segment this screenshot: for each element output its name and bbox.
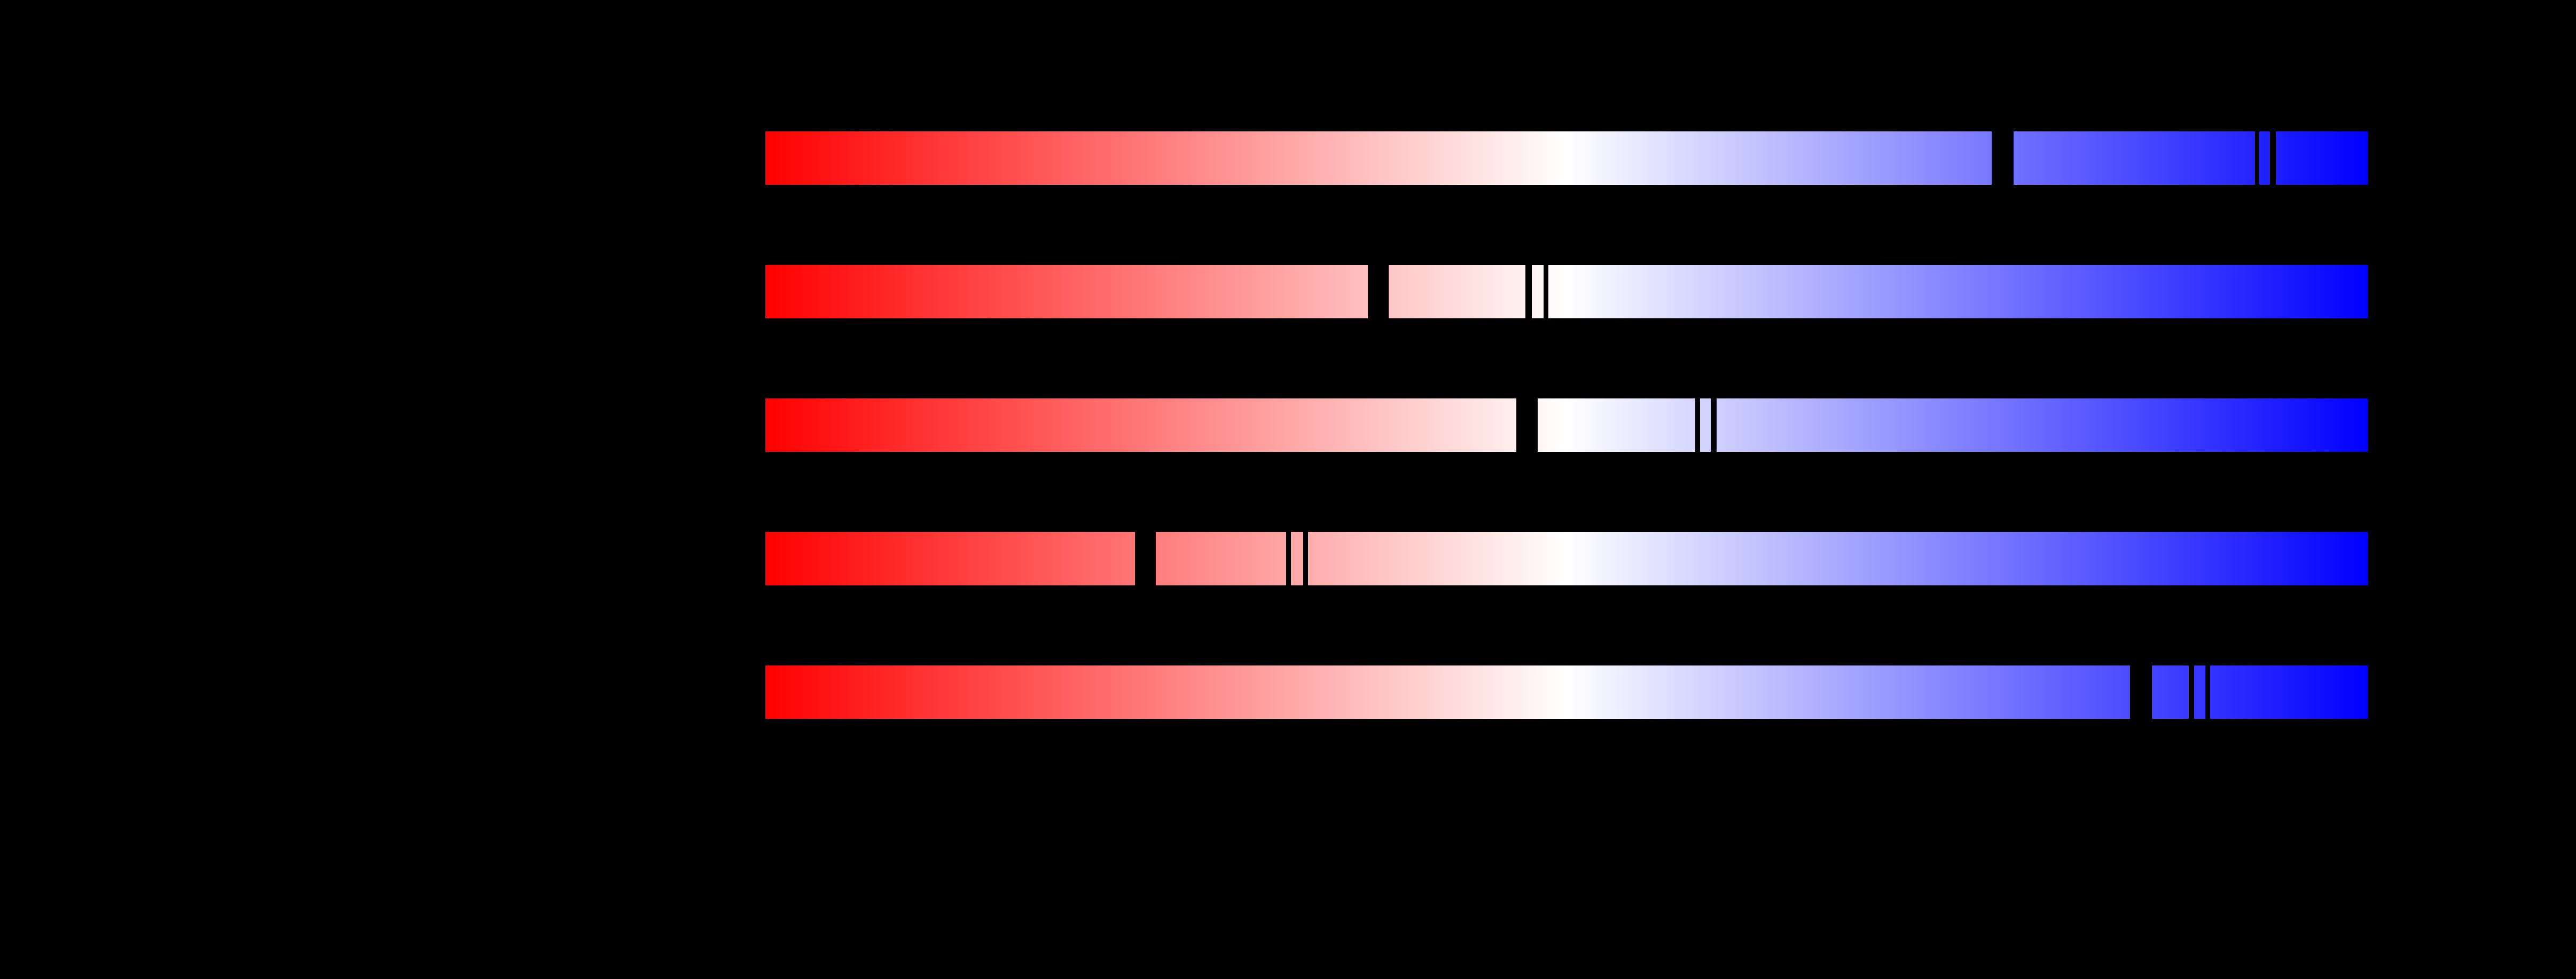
- thin-tick-marker-right: [2270, 131, 2276, 185]
- thin-tick-marker-right: [1303, 531, 1309, 586]
- thin-tick-marker-left: [1286, 531, 1291, 586]
- gradient-bar-row-3: [765, 398, 2368, 452]
- thick-tick-marker: [1368, 264, 1389, 319]
- gradient-bar-row-4: [765, 531, 2368, 586]
- thin-tick-marker-left: [1525, 264, 1532, 319]
- gradient-bar-row-2: [765, 264, 2368, 319]
- thin-tick-marker-right: [1711, 398, 1717, 452]
- thick-tick-marker: [1135, 531, 1156, 586]
- gradient-bar-row-1: [765, 131, 2368, 185]
- thick-tick-marker: [2130, 665, 2152, 719]
- thin-tick-marker-left: [2255, 131, 2259, 185]
- thin-tick-marker-left: [2188, 665, 2195, 719]
- thick-tick-marker: [1516, 398, 1538, 452]
- thin-tick-marker-right: [1544, 264, 1549, 319]
- thick-tick-marker: [1991, 131, 2014, 185]
- gradient-bar-row-5: [765, 665, 2368, 719]
- thin-tick-marker-left: [1695, 398, 1700, 452]
- thin-tick-marker-right: [2205, 665, 2211, 719]
